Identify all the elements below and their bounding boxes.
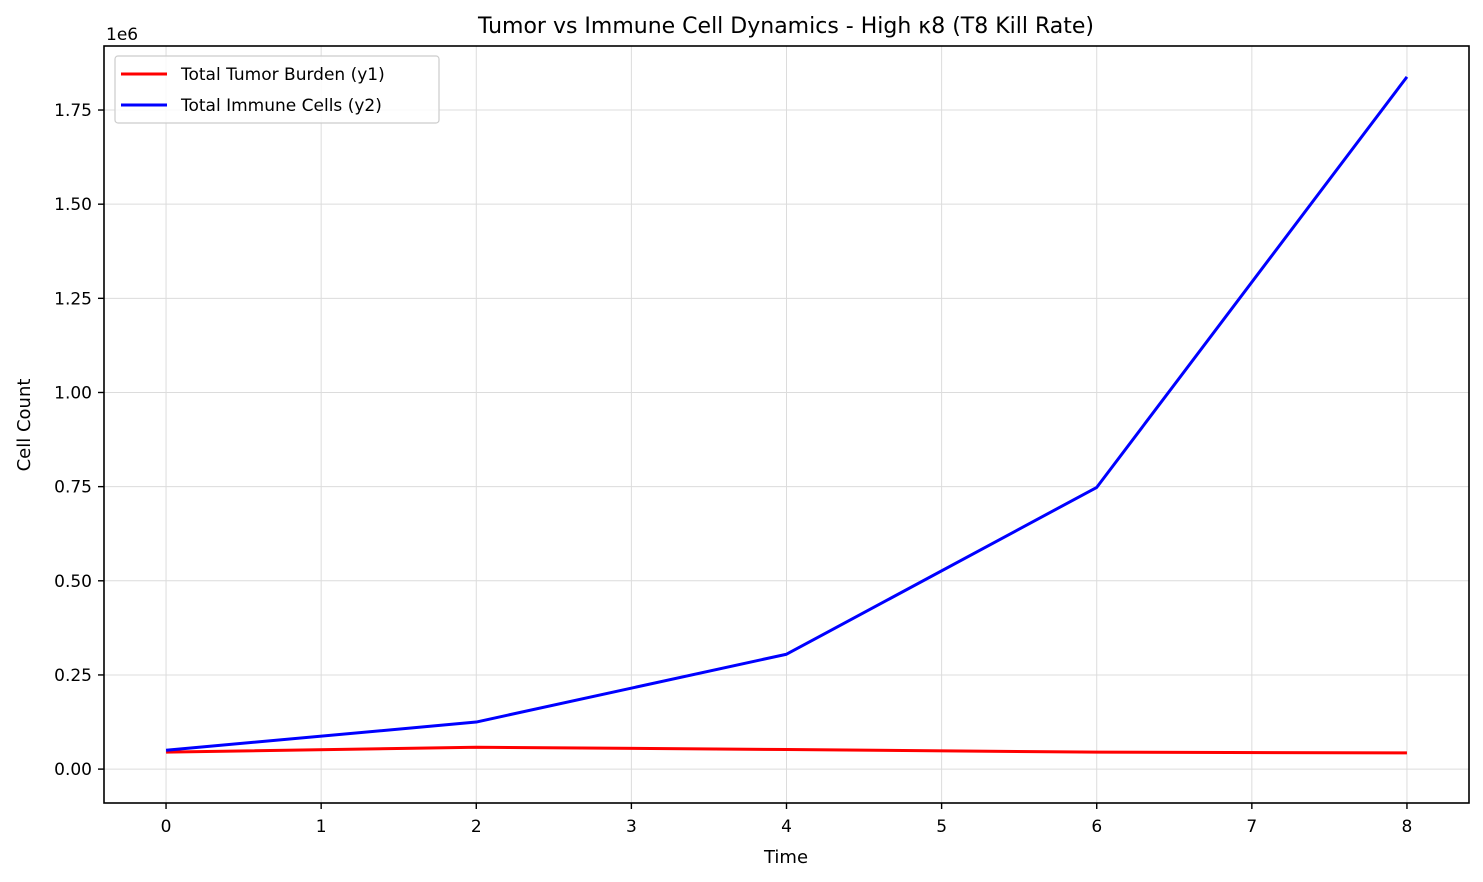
axis-ticks: 0 1 2 3 4 5 6 7 8 0.00 0.25 0.50 0.75 1.00 1.25 1.50 1.7… — [54, 101, 1412, 837]
legend: Total Tumor Burden (y1) Total Immune Cell… — [114, 55, 440, 124]
y-tick-label: 0.00 — [54, 760, 92, 780]
chart-title: Tumor vs Immune Cell Dynamics - High κ8 … — [477, 14, 1094, 39]
x-tick-label: 0 — [161, 817, 172, 837]
legend-label-immune: Total Immune Cells (y2) — [180, 96, 382, 116]
series-line-immune — [165, 75, 1409, 752]
y-tick-label: 0.50 — [54, 572, 92, 592]
y-axis-offset-label: 1e6 — [106, 25, 138, 45]
y-tick-label: 1.75 — [54, 101, 92, 121]
x-axis-label: Time — [763, 847, 808, 868]
y-tick-label: 1.25 — [54, 289, 92, 309]
y-tick-label: 0.75 — [54, 478, 92, 498]
y-tick-label: 1.50 — [54, 195, 92, 215]
grid — [104, 46, 1469, 803]
x-tick-label: 6 — [1091, 817, 1102, 837]
legend-box — [114, 55, 440, 124]
x-tick-label: 5 — [936, 817, 947, 837]
x-tick-label: 4 — [781, 817, 792, 837]
y-tick-label: 0.25 — [54, 666, 92, 686]
series-line-tumor — [166, 745, 1407, 755]
x-tick-label: 2 — [471, 817, 482, 837]
y-tick-label: 1.00 — [54, 383, 92, 403]
x-tick-label: 7 — [1246, 817, 1257, 837]
legend-label-tumor: Total Tumor Burden (y1) — [180, 65, 385, 85]
x-tick-label: 8 — [1402, 817, 1413, 837]
series-lines — [165, 75, 1409, 755]
x-tick-label: 1 — [316, 817, 327, 837]
y-axis-label: Cell Count — [14, 379, 35, 472]
x-tick-label: 3 — [626, 817, 637, 837]
